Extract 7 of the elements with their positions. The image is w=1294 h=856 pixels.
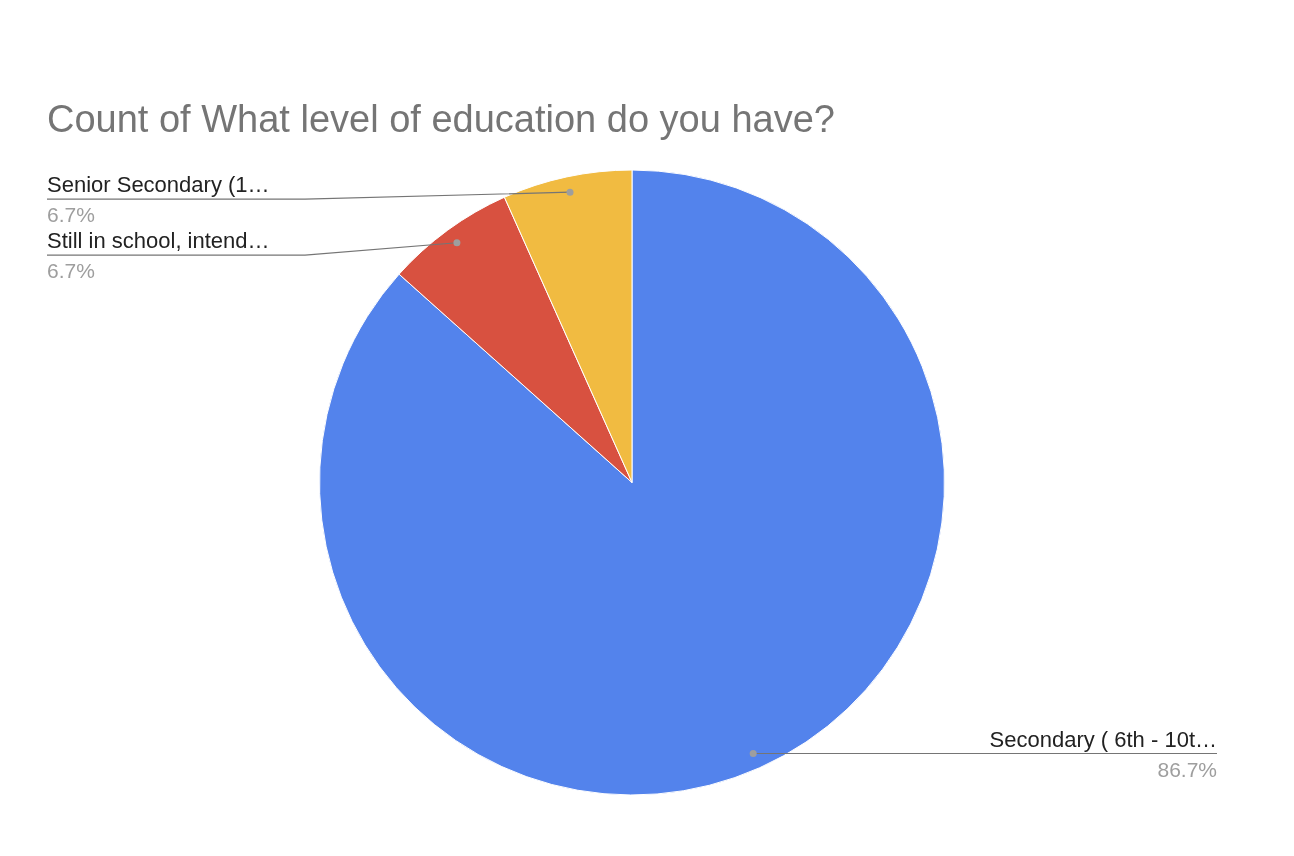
- slice-label: Secondary ( 6th - 10t…: [989, 726, 1217, 752]
- data-label: 86.7%: [1157, 757, 1217, 781]
- slice-label: Senior Secondary (1…: [47, 172, 270, 198]
- slice-label: Still in school, intend…: [47, 228, 270, 254]
- data-label: 6.7%: [47, 259, 95, 283]
- data-label: 6.7%: [47, 203, 95, 227]
- chart-title: Count of What level of education do you have?: [47, 98, 835, 141]
